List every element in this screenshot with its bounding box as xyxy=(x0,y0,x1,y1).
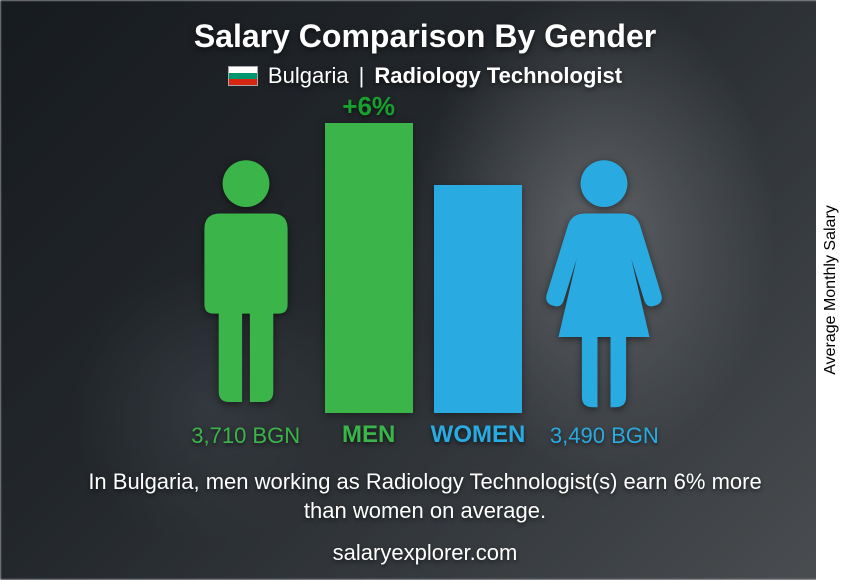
women-label: WOMEN xyxy=(431,421,526,449)
men-icon-column: 3,710 BGN xyxy=(181,155,311,449)
women-salary: 3,490 BGN xyxy=(550,423,659,449)
subheading: Bulgaria | Radiology Technologist xyxy=(228,63,622,89)
country-label: Bulgaria xyxy=(268,63,349,89)
women-bar-wrap: WOMEN xyxy=(431,185,526,449)
women-icon-column: 3,490 BGN xyxy=(539,155,669,449)
footer-attribution: salaryexplorer.com xyxy=(333,540,518,566)
job-label: Radiology Technologist xyxy=(374,63,622,89)
men-group: 3,710 BGN +6% MEN xyxy=(181,123,413,449)
percent-label: +6% xyxy=(342,91,395,122)
women-group: WOMEN 3,490 BGN xyxy=(431,155,670,449)
summary-text: In Bulgaria, men working as Radiology Te… xyxy=(65,467,785,526)
chart-area: 3,710 BGN +6% MEN WOMEN 3,490 BGN xyxy=(40,99,810,449)
separator: | xyxy=(359,63,365,89)
men-label: MEN xyxy=(342,421,395,449)
men-bar-wrap: +6% MEN xyxy=(325,123,413,449)
flag-icon xyxy=(228,66,258,86)
women-bar xyxy=(434,185,522,413)
men-salary: 3,710 BGN xyxy=(191,423,300,449)
man-icon xyxy=(181,155,311,415)
woman-icon xyxy=(539,155,669,415)
men-bar xyxy=(325,123,413,413)
infographic-container: Salary Comparison By Gender Bulgaria | R… xyxy=(0,0,850,580)
page-title: Salary Comparison By Gender xyxy=(194,18,656,55)
